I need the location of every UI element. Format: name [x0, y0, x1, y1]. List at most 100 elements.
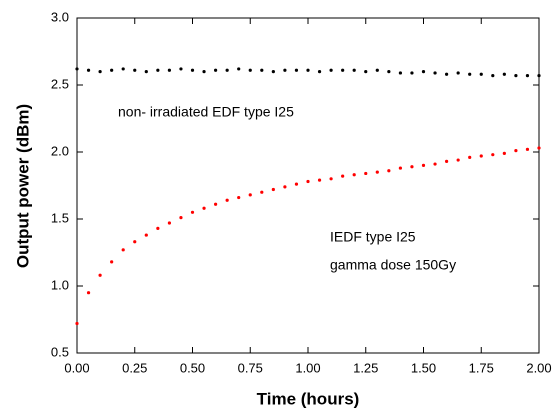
point: [133, 240, 137, 244]
annotation: non- irradiated EDF type I25: [118, 104, 294, 120]
point: [387, 169, 391, 173]
point: [75, 321, 79, 326]
point: [260, 190, 264, 194]
point: [202, 70, 206, 74]
point: [167, 68, 171, 72]
point: [456, 71, 460, 75]
x-tick-label: 1.25: [353, 360, 378, 375]
plot-frame: [76, 17, 540, 354]
point: [537, 146, 541, 150]
y-tick-label: 3.0: [51, 9, 69, 24]
point: [190, 68, 195, 72]
y-tick-label: 2.5: [51, 76, 69, 91]
point: [375, 170, 379, 174]
point: [156, 68, 160, 72]
point: [306, 68, 310, 72]
point: [364, 171, 368, 176]
point: [283, 185, 287, 189]
point: [294, 68, 299, 72]
point: [456, 158, 460, 162]
point: [317, 70, 322, 74]
point: [167, 221, 171, 225]
point: [110, 68, 114, 72]
x-axis-title: Time (hours): [257, 389, 360, 408]
point: [491, 153, 495, 157]
x-tick-label: 2.00: [526, 360, 551, 375]
point: [294, 182, 299, 186]
point: [190, 210, 195, 214]
point: [502, 151, 506, 155]
point: [248, 68, 252, 72]
point: [156, 226, 160, 230]
point: [537, 74, 541, 78]
point: [341, 174, 345, 178]
point: [433, 162, 437, 166]
point: [121, 67, 125, 71]
point: [271, 70, 275, 74]
point: [410, 71, 414, 75]
x-tick-label: 0.50: [180, 360, 205, 375]
x-tick-label: 0.00: [64, 360, 89, 375]
point: [375, 68, 379, 72]
point: [214, 68, 218, 72]
point: [237, 195, 241, 200]
point: [271, 187, 275, 192]
point: [260, 68, 264, 72]
point: [225, 68, 229, 72]
point: [329, 177, 333, 181]
point: [283, 68, 287, 72]
point: [144, 70, 148, 74]
point: [514, 149, 518, 153]
point: [421, 70, 426, 74]
point: [121, 248, 125, 252]
point: [514, 74, 518, 78]
point: [468, 155, 472, 159]
point: [225, 198, 229, 202]
point: [352, 173, 356, 177]
point: [387, 70, 391, 74]
x-tick-label: 1.00: [295, 360, 320, 375]
point: [202, 206, 206, 210]
y-tick-label: 1.0: [51, 277, 69, 292]
point: [86, 68, 91, 72]
point: [502, 72, 506, 76]
point: [421, 163, 426, 167]
x-tick-label: 1.75: [469, 360, 494, 375]
point: [445, 72, 449, 76]
point: [398, 166, 402, 170]
point: [433, 71, 437, 75]
point: [329, 68, 333, 72]
point: [479, 154, 483, 158]
point: [110, 260, 114, 264]
y-tick-label: 0.5: [51, 344, 69, 359]
point: [179, 67, 183, 71]
point: [237, 67, 241, 71]
point: [341, 68, 345, 72]
x-tick-label: 1.50: [411, 360, 436, 375]
point: [317, 178, 322, 182]
point: [214, 202, 218, 206]
annotation: gamma dose 150Gy: [330, 257, 456, 273]
point: [364, 70, 368, 74]
point: [86, 291, 91, 295]
point: [410, 165, 414, 169]
x-tick-label: 0.25: [122, 360, 147, 375]
y-tick-label: 1.5: [51, 210, 69, 225]
point: [525, 74, 530, 78]
point: [352, 68, 356, 72]
point: [75, 67, 79, 71]
point: [248, 193, 252, 197]
annotation: IEDF type I25: [330, 229, 416, 245]
point: [525, 147, 530, 151]
point: [179, 216, 183, 220]
point: [98, 273, 102, 277]
point: [479, 72, 483, 76]
point: [468, 72, 472, 76]
y-axis-title: Output power (dBm): [13, 104, 32, 268]
point: [445, 159, 449, 163]
point: [398, 71, 402, 75]
point: [491, 74, 495, 78]
point: [98, 70, 102, 74]
